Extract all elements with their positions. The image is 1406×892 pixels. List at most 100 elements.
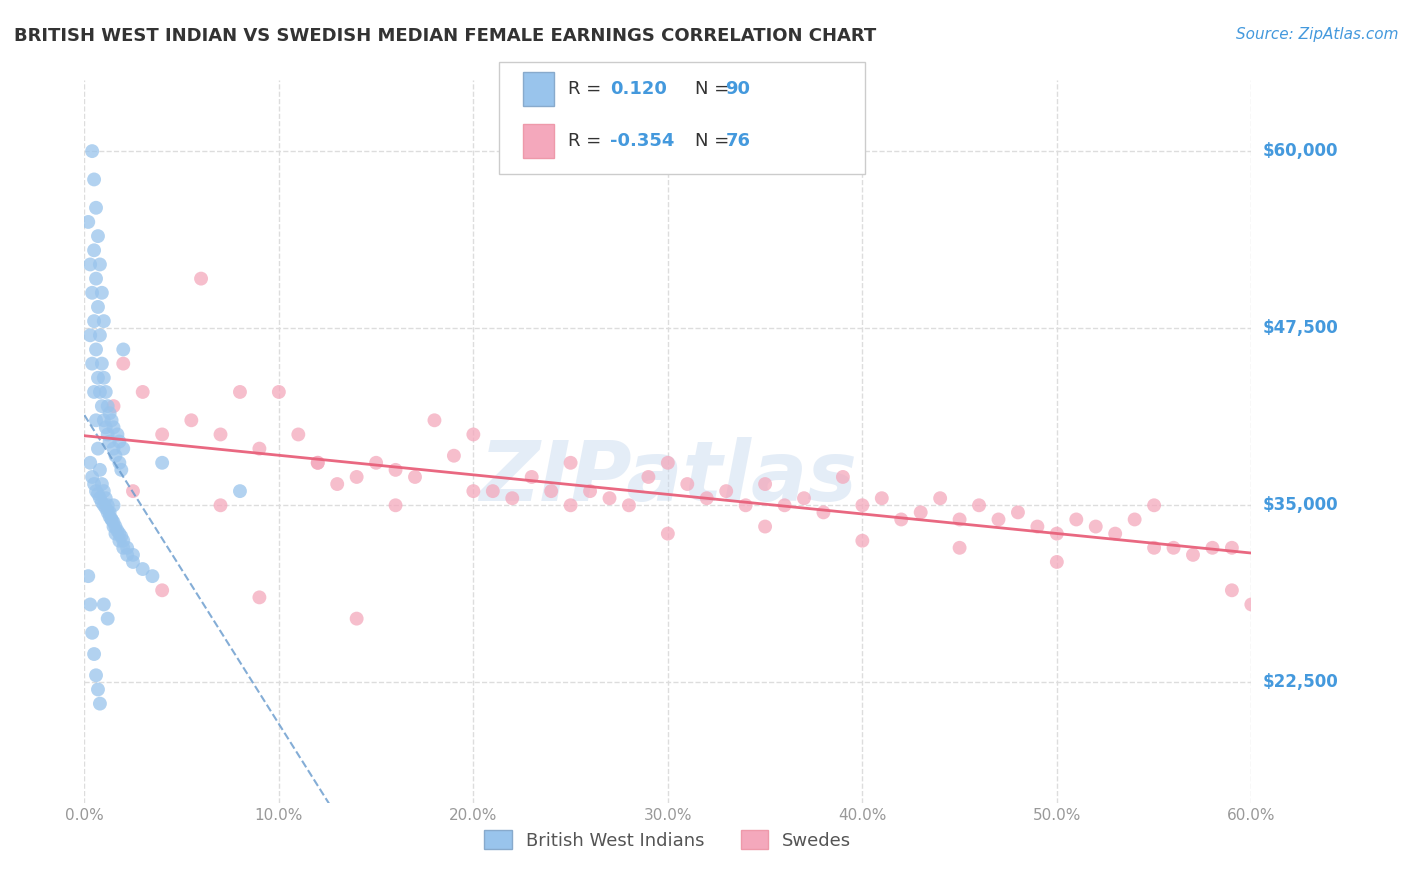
Text: Source: ZipAtlas.com: Source: ZipAtlas.com	[1236, 27, 1399, 42]
Text: 76: 76	[725, 132, 751, 150]
Point	[443, 449, 465, 463]
Point	[87, 682, 110, 697]
Point	[83, 477, 105, 491]
Point	[929, 491, 952, 506]
Point	[540, 484, 562, 499]
Point	[90, 495, 112, 509]
Point	[94, 420, 117, 434]
Point	[560, 498, 582, 512]
Point	[1046, 555, 1069, 569]
Point	[229, 484, 252, 499]
Point	[98, 505, 121, 519]
Point	[82, 625, 104, 640]
Point	[112, 533, 135, 548]
Point	[89, 257, 111, 271]
Point	[190, 271, 212, 285]
Point	[463, 484, 485, 499]
Point	[90, 285, 112, 300]
Point	[813, 505, 835, 519]
Point	[84, 413, 107, 427]
Point	[307, 456, 329, 470]
Point	[89, 463, 111, 477]
Point	[967, 498, 990, 512]
Text: R =: R =	[568, 80, 602, 98]
Point	[84, 484, 107, 499]
Point	[346, 612, 368, 626]
Point	[366, 456, 388, 470]
Point	[150, 583, 173, 598]
Point	[1143, 541, 1166, 555]
Point	[1220, 583, 1243, 598]
Point	[949, 512, 972, 526]
Point	[87, 487, 110, 501]
Point	[870, 491, 893, 506]
Point	[754, 477, 776, 491]
Legend: British West Indians, Swedes: British West Indians, Swedes	[475, 822, 860, 859]
Point	[150, 456, 173, 470]
Point	[112, 343, 135, 357]
Point	[832, 470, 855, 484]
Point	[89, 328, 111, 343]
Point	[107, 524, 129, 538]
Point	[93, 598, 115, 612]
Point	[851, 533, 873, 548]
Point	[97, 427, 120, 442]
Point	[1181, 548, 1204, 562]
Point	[82, 357, 104, 371]
Text: R =: R =	[568, 132, 602, 150]
Point	[482, 484, 505, 499]
Point	[97, 498, 120, 512]
Point	[423, 413, 446, 427]
Point	[122, 484, 145, 499]
Text: ZIPatlas: ZIPatlas	[479, 437, 856, 518]
Point	[112, 357, 135, 371]
Point	[82, 144, 104, 158]
Point	[122, 548, 145, 562]
Point	[108, 533, 131, 548]
Point	[100, 512, 122, 526]
Point	[267, 384, 290, 399]
Point	[94, 501, 117, 516]
Text: $35,000: $35,000	[1263, 496, 1339, 515]
Point	[209, 427, 232, 442]
Point	[79, 456, 101, 470]
Point	[87, 229, 110, 244]
Point	[307, 456, 329, 470]
Point	[793, 491, 815, 506]
Point	[463, 427, 485, 442]
Point	[103, 399, 125, 413]
Point	[107, 427, 129, 442]
Point	[115, 548, 138, 562]
Point	[90, 357, 112, 371]
Point	[108, 456, 131, 470]
Point	[851, 498, 873, 512]
Point	[141, 569, 163, 583]
Point	[249, 591, 271, 605]
Point	[94, 384, 117, 399]
Point	[890, 512, 912, 526]
Point	[90, 477, 112, 491]
Point	[93, 498, 115, 512]
Point	[560, 456, 582, 470]
Point	[83, 647, 105, 661]
Point	[1123, 512, 1146, 526]
Point	[132, 384, 155, 399]
Point	[910, 505, 932, 519]
Point	[90, 399, 112, 413]
Point	[1201, 541, 1223, 555]
Point	[949, 541, 972, 555]
Point	[87, 371, 110, 385]
Point	[110, 529, 132, 543]
Point	[84, 271, 107, 285]
Point	[93, 371, 115, 385]
Point	[384, 498, 406, 512]
Point	[676, 477, 699, 491]
Point	[122, 555, 145, 569]
Text: -0.354: -0.354	[610, 132, 675, 150]
Point	[108, 526, 131, 541]
Point	[79, 328, 101, 343]
Point	[150, 427, 173, 442]
Point	[115, 541, 138, 555]
Point	[87, 442, 110, 456]
Point	[84, 343, 107, 357]
